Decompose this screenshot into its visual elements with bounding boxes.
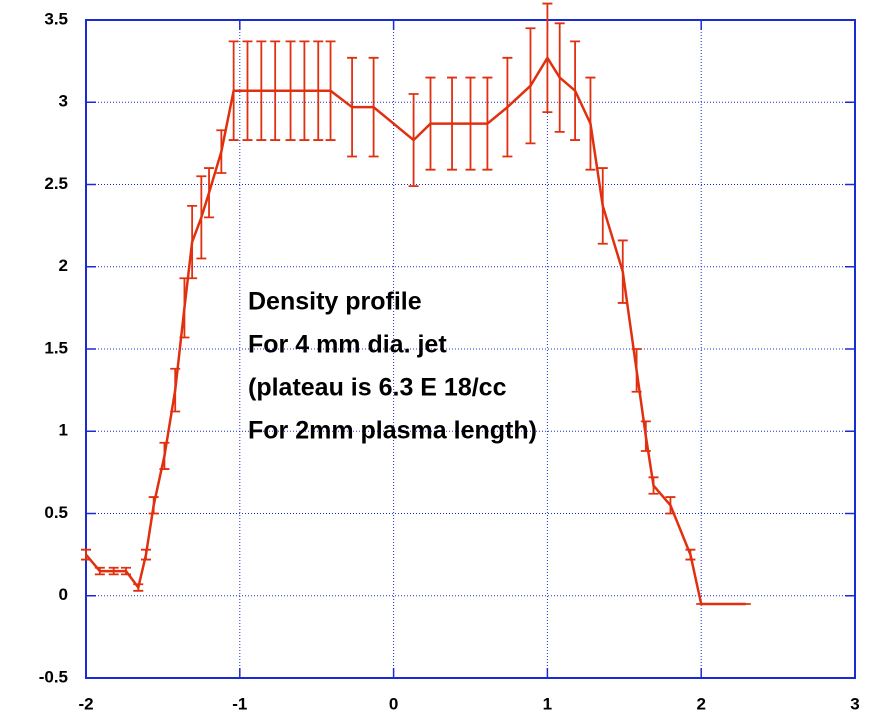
error-bar xyxy=(242,40,253,141)
error-bar xyxy=(148,496,159,515)
error-bar xyxy=(554,22,565,133)
error-bar xyxy=(140,548,151,561)
plot-frame xyxy=(85,19,856,679)
error-bar xyxy=(570,40,581,141)
error-bar xyxy=(216,129,227,174)
error-bar xyxy=(482,76,493,171)
y-tick-label: -0.5 xyxy=(39,667,68,686)
error-bar xyxy=(325,40,336,141)
error-bar xyxy=(94,566,105,576)
error-bar xyxy=(81,548,91,561)
y-tick-label: 0 xyxy=(59,585,68,604)
error-bar xyxy=(502,56,513,158)
error-bar xyxy=(108,566,119,576)
error-bar xyxy=(313,40,324,141)
error-bar xyxy=(617,239,628,304)
y-tick-label: 0.5 xyxy=(44,503,68,522)
error-bar xyxy=(447,76,458,171)
error-bar xyxy=(133,583,144,592)
error-bar xyxy=(525,27,536,145)
error-bar xyxy=(347,56,358,158)
error-bar xyxy=(256,40,267,141)
annotation: For 2mm plasma length) xyxy=(248,417,537,445)
error-bar xyxy=(368,56,379,158)
error-bar xyxy=(685,548,696,561)
x-tick-label: -2 xyxy=(78,694,93,713)
error-bar xyxy=(665,496,676,515)
y-tick-label: 1 xyxy=(59,421,68,440)
error-bar xyxy=(228,40,239,141)
error-bar xyxy=(187,204,198,280)
error-bar xyxy=(597,167,608,245)
x-tick-label: -1 xyxy=(232,694,247,713)
y-tick-label: 3 xyxy=(59,92,68,111)
y-tick-label: 1.5 xyxy=(44,338,68,357)
error-bar xyxy=(285,40,296,141)
error-bar xyxy=(120,566,131,576)
annotation: Density profile xyxy=(248,288,422,316)
error-bar xyxy=(204,167,215,219)
y-tick-label: 2.5 xyxy=(44,174,68,193)
y-tick-label: 3.5 xyxy=(44,9,68,28)
error-bar xyxy=(196,175,207,260)
error-bar xyxy=(631,348,642,393)
x-tick-label: 0 xyxy=(389,694,398,713)
error-bar xyxy=(270,40,281,141)
error-bar xyxy=(585,76,596,171)
error-bar xyxy=(425,76,436,171)
error-bar xyxy=(465,76,476,171)
error-bar xyxy=(542,2,553,114)
error-bar xyxy=(408,93,419,188)
y-tick-label: 2 xyxy=(59,256,68,275)
error-bar xyxy=(640,420,651,452)
error-bar xyxy=(648,476,659,495)
data-line xyxy=(85,55,746,606)
x-tick-label: 1 xyxy=(543,694,552,713)
annotation: (plateau is 6.3 E 18/cc xyxy=(248,374,507,402)
annotation: For 4 mm dia. jet xyxy=(248,331,447,359)
x-tick-label: 3 xyxy=(850,694,859,713)
error-bar xyxy=(170,367,181,413)
error-bar xyxy=(159,441,170,470)
error-bar xyxy=(299,40,310,141)
x-tick-label: 2 xyxy=(696,694,705,713)
